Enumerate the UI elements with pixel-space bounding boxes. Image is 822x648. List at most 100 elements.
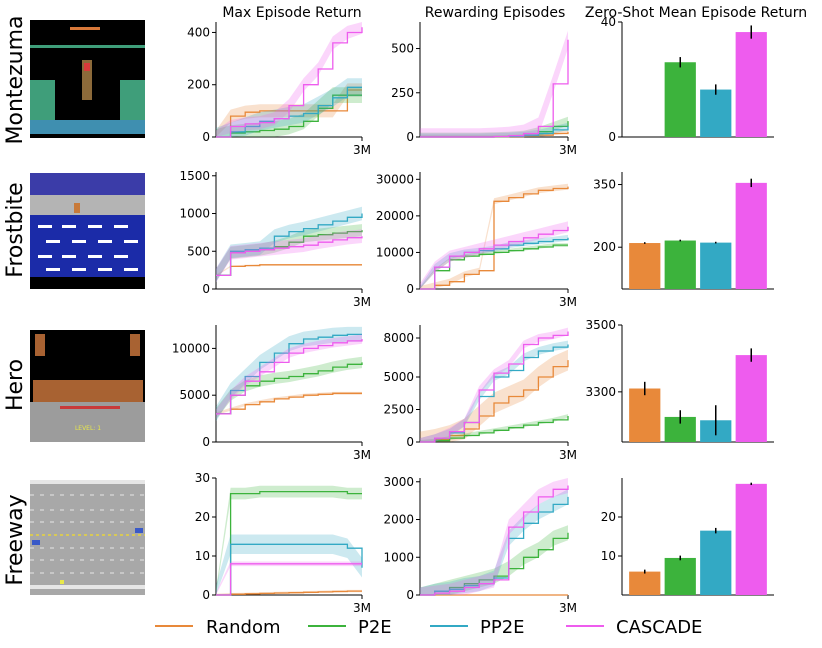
y-tick-label-montezuma-rewarding-episodes: 250 — [391, 86, 414, 100]
frostbite-sky — [30, 173, 145, 195]
chart-freeway-rewarding-episodes: 0 1000 2000 3000 3M — [383, 475, 577, 615]
bar-random-frostbite-zero-shot-mean-episode-return — [629, 243, 661, 289]
line-random-hero-max-episode-return — [216, 392, 362, 415]
line-p2e-frostbite-rewarding-episodes — [420, 244, 568, 290]
freeway-top-curb — [30, 480, 145, 484]
row-label-frostbite: Frostbite — [3, 182, 28, 277]
freeway-road — [30, 480, 145, 595]
y-tick-label-montezuma-zero-shot-mean-episode-return: 0 — [608, 130, 616, 144]
y-tick-label-freeway-zero-shot-mean-episode-return: 10 — [601, 549, 616, 563]
chart-frostbite-rewarding-episodes: 0 10000 20000 30000 3M — [376, 172, 577, 309]
y-tick-label-freeway-max-episode-return: 10 — [195, 549, 210, 563]
y-tick-label-frostbite-max-episode-return: 500 — [187, 244, 210, 258]
x-tick-label-hero-rewarding-episodes: 3M — [559, 448, 577, 462]
band-cascade-hero-rewarding-episodes — [420, 327, 568, 442]
band-cascade-freeway-rewarding-episodes — [420, 478, 568, 595]
row-label-freeway: Freeway — [3, 494, 28, 585]
band-pp2e-freeway-rewarding-episodes — [420, 489, 568, 595]
chart-montezuma-max-episode-return: 0 200 400 3M — [187, 22, 371, 157]
y-tick-label-hero-rewarding-episodes: 5000 — [383, 370, 414, 384]
montezuma-right-block — [120, 80, 145, 120]
montezuma-ladder — [82, 60, 92, 100]
band-p2e-hero-max-episode-return — [216, 356, 362, 420]
hero-ledge — [33, 380, 143, 402]
chart-hero-max-episode-return: 0 5000 10000 3M — [172, 325, 371, 462]
line-cascade-freeway-rewarding-episodes — [420, 485, 569, 596]
line-cascade-frostbite-max-episode-return — [216, 236, 363, 277]
row-label-hero: Hero — [3, 359, 28, 411]
freeway-car-2 — [32, 540, 40, 545]
legend-label-p2e: P2E — [358, 617, 392, 638]
x-tick-label-montezuma-rewarding-episodes: 3M — [559, 143, 577, 157]
y-tick-label-frostbite-max-episode-return: 1000 — [179, 207, 210, 221]
montezuma-ledge — [30, 45, 145, 48]
bar-p2e-frostbite-zero-shot-mean-episode-return — [664, 240, 696, 289]
legend-label-random: Random — [206, 617, 281, 638]
line-p2e-montezuma-max-episode-return — [216, 94, 362, 138]
bar-cascade-montezuma-zero-shot-mean-episode-return — [735, 32, 767, 137]
band-p2e-hero-rewarding-episodes — [420, 414, 568, 442]
frostbite-player — [74, 203, 80, 213]
bar-pp2e-montezuma-zero-shot-mean-episode-return — [700, 89, 732, 137]
freeway-car-1 — [135, 528, 143, 533]
y-tick-label-frostbite-zero-shot-mean-episode-return: 350 — [593, 178, 616, 192]
chart-freeway-max-episode-return: 0 10 20 30 3M — [195, 471, 371, 615]
thumbnail-frostbite — [30, 173, 145, 289]
y-tick-label-frostbite-max-episode-return: 1500 — [179, 169, 210, 183]
freeway-chicken — [60, 580, 64, 584]
line-random-montezuma-max-episode-return — [216, 89, 362, 138]
montezuma-score-bar — [70, 27, 100, 30]
band-p2e-montezuma-max-episode-return — [216, 87, 362, 137]
legend-label-cascade: CASCADE — [616, 617, 702, 638]
y-tick-label-frostbite-rewarding-episodes: 30000 — [376, 172, 414, 186]
y-tick-label-hero-rewarding-episodes: 2500 — [383, 403, 414, 417]
thumbnail-freeway — [30, 480, 145, 595]
line-cascade-hero-rewarding-episodes — [420, 331, 569, 443]
chart-hero-zero-shot-mean-episode-return: 3300 3500 — [585, 318, 774, 443]
montezuma-left-block — [30, 80, 55, 120]
band-p2e-montezuma-rewarding-episodes — [420, 116, 568, 137]
y-tick-label-hero-max-episode-return: 5000 — [179, 388, 210, 402]
y-tick-label-freeway-max-episode-return: 0 — [202, 588, 210, 602]
chart-montezuma-rewarding-episodes: 0 250 500 3M — [391, 22, 577, 157]
y-tick-label-freeway-max-episode-return: 20 — [195, 510, 210, 524]
chart-freeway-zero-shot-mean-episode-return: 10 20 — [601, 478, 774, 596]
y-tick-label-frostbite-rewarding-episodes: 0 — [406, 282, 414, 296]
band-p2e-frostbite-max-episode-return — [216, 224, 362, 282]
column-title-zero-shot: Zero-Shot Mean Episode Return — [585, 5, 807, 21]
line-cascade-frostbite-rewarding-episodes — [420, 226, 569, 290]
y-tick-label-freeway-rewarding-episodes: 1000 — [383, 550, 414, 564]
chart-frostbite-zero-shot-mean-episode-return: 200 350 — [593, 172, 774, 290]
thumbnail-hero: LEVEL: 1 — [30, 330, 145, 442]
x-tick-label-freeway-max-episode-return: 3M — [353, 601, 371, 615]
x-tick-label-frostbite-rewarding-episodes: 3M — [559, 295, 577, 309]
line-p2e-freeway-max-episode-return — [216, 490, 362, 596]
y-tick-label-freeway-rewarding-episodes: 2000 — [383, 513, 414, 527]
montezuma-player — [84, 63, 90, 71]
bar-pp2e-freeway-zero-shot-mean-episode-return — [700, 530, 732, 595]
y-tick-label-freeway-zero-shot-mean-episode-return: 20 — [601, 510, 616, 524]
line-random-freeway-max-episode-return — [216, 590, 362, 596]
y-tick-label-montezuma-max-episode-return: 200 — [187, 78, 210, 92]
frostbite-bottom — [30, 277, 145, 289]
line-cascade-montezuma-max-episode-return — [216, 27, 363, 138]
bar-random-freeway-zero-shot-mean-episode-return — [629, 571, 661, 595]
y-tick-label-frostbite-max-episode-return: 0 — [202, 282, 210, 296]
y-tick-label-montezuma-zero-shot-mean-episode-return: 40 — [601, 15, 616, 29]
y-tick-label-hero-max-episode-return: 0 — [202, 435, 210, 449]
bar-p2e-montezuma-zero-shot-mean-episode-return — [664, 62, 696, 137]
x-tick-label-freeway-rewarding-episodes: 3M — [559, 601, 577, 615]
line-random-frostbite-rewarding-episodes — [420, 186, 569, 290]
band-pp2e-frostbite-max-episode-return — [216, 206, 362, 283]
y-tick-label-freeway-rewarding-episodes: 0 — [406, 588, 414, 602]
line-pp2e-freeway-max-episode-return — [216, 543, 363, 596]
x-tick-label-hero-max-episode-return: 3M — [353, 448, 371, 462]
y-tick-label-montezuma-rewarding-episodes: 0 — [406, 130, 414, 144]
frostbite-shore — [30, 195, 145, 215]
column-title-max-return: Max Episode Return — [222, 5, 361, 21]
column-title-rewarding-episodes: Rewarding Episodes — [425, 5, 566, 21]
bar-cascade-frostbite-zero-shot-mean-episode-return — [735, 182, 767, 289]
y-tick-label-hero-zero-shot-mean-episode-return: 3300 — [585, 385, 616, 399]
line-cascade-montezuma-rewarding-episodes — [420, 39, 569, 138]
y-tick-label-frostbite-rewarding-episodes: 20000 — [376, 209, 414, 223]
